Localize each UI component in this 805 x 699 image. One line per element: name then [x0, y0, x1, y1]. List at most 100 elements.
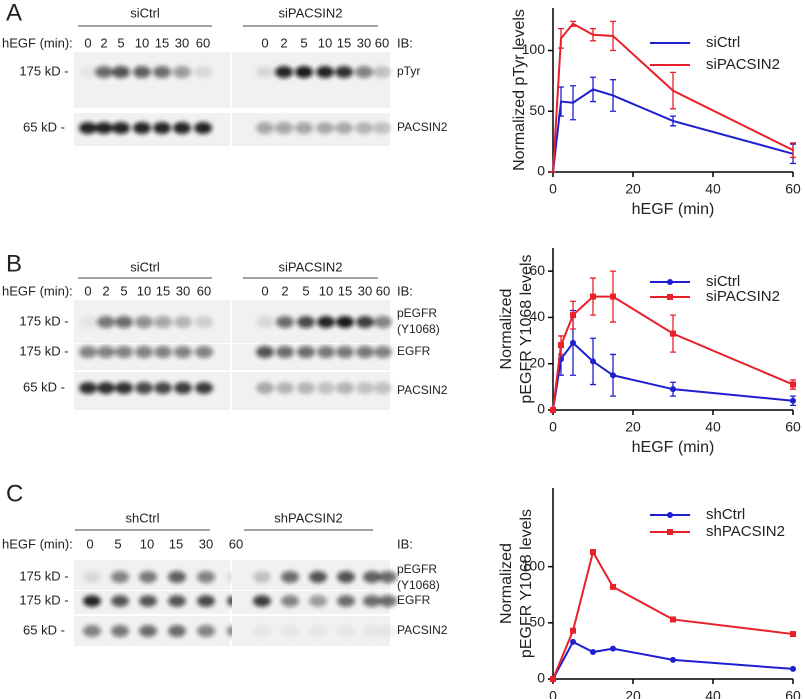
time-value: 30 [358, 283, 372, 298]
antibody-label: PACSIN2 [397, 383, 448, 397]
marker [667, 529, 673, 535]
band [139, 595, 157, 607]
time-value: 5 [120, 283, 127, 298]
y-axis-label: pEGFR Y1068 levels [518, 509, 535, 658]
time-value: 10 [319, 283, 333, 298]
time-label: hEGF (min): [2, 35, 73, 50]
panel-label: C [6, 480, 23, 507]
time-value: 2 [102, 283, 109, 298]
y-tick-label: 60 [529, 262, 545, 278]
band [195, 316, 213, 328]
band [253, 571, 271, 583]
marker [550, 407, 556, 413]
series-line [552, 549, 794, 680]
band [317, 316, 335, 328]
time-value: 60 [376, 283, 390, 298]
band [115, 382, 133, 394]
band [256, 316, 274, 328]
band [83, 571, 101, 583]
band [309, 625, 327, 637]
legend-label: siCtrl [706, 273, 740, 290]
mw-marker: 65 kD - [23, 622, 65, 637]
time-value: 5 [114, 536, 121, 551]
ib-label: IB: [397, 536, 413, 551]
error-bar [570, 85, 576, 121]
antibody-label: (Y1068) [397, 578, 440, 592]
band [317, 346, 335, 358]
band-group [79, 122, 212, 134]
band [111, 625, 129, 637]
time-value: 0 [84, 35, 91, 50]
band-group [79, 66, 212, 78]
marker [558, 342, 564, 349]
band [79, 316, 97, 328]
band-group [253, 571, 397, 583]
band [253, 595, 271, 607]
band [356, 382, 374, 394]
band [168, 625, 186, 637]
y-axis-label: Normalized [498, 543, 515, 624]
band [281, 625, 299, 637]
x-tick-label: 20 [625, 181, 641, 197]
band [256, 346, 274, 358]
time-value: 0 [261, 35, 268, 50]
y-tick-label: 0 [537, 401, 545, 417]
band [275, 122, 293, 134]
mw-marker: 65 kD - [23, 379, 65, 394]
band [336, 382, 354, 394]
y-tick-label: 100 [522, 41, 546, 57]
y-tick-label: 40 [529, 308, 545, 324]
band [83, 595, 101, 607]
band [197, 571, 215, 583]
band [297, 382, 315, 394]
band [154, 346, 172, 358]
band [316, 122, 334, 134]
antibody-label: (Y1068) [397, 322, 440, 336]
time-value: 5 [302, 283, 309, 298]
band [97, 346, 115, 358]
band [256, 382, 274, 394]
x-tick-label: 20 [625, 688, 641, 699]
x-tick-label: 0 [549, 688, 557, 699]
band [379, 571, 397, 583]
x-tick-label: 60 [785, 419, 801, 435]
group-label: siCtrl [130, 5, 160, 20]
mw-marker: 175 kD - [19, 343, 68, 358]
band [135, 346, 153, 358]
time-value: 2 [280, 35, 287, 50]
blot-strip [74, 52, 230, 108]
x-axis-label: hEGF (min) [632, 439, 715, 456]
marker [790, 631, 796, 638]
band [335, 122, 353, 134]
band [79, 122, 97, 134]
band [316, 66, 334, 78]
antibody-label: pEGFR [397, 306, 437, 320]
error-bar [610, 79, 616, 112]
y-tick-label: 0 [537, 670, 545, 686]
y-tick-label: 100 [522, 557, 546, 573]
band [197, 625, 215, 637]
marker [670, 330, 676, 337]
band [295, 122, 313, 134]
band [139, 571, 157, 583]
band [97, 316, 115, 328]
time-value: 5 [117, 35, 124, 50]
marker [570, 339, 576, 346]
group-label: shCtrl [126, 510, 160, 525]
band [374, 346, 392, 358]
band [297, 316, 315, 328]
ib-label: IB: [397, 35, 413, 50]
series-line [552, 341, 794, 411]
legend-label: shPACSIN2 [706, 523, 785, 540]
antibody-label: pEGFR [397, 562, 437, 576]
band [309, 571, 327, 583]
y-tick-label: 50 [529, 614, 545, 630]
band [112, 122, 130, 134]
marker [610, 645, 616, 652]
band [336, 346, 354, 358]
time-value: 60 [229, 536, 243, 551]
band [373, 122, 391, 134]
ib-label: IB: [397, 283, 413, 298]
marker [590, 649, 596, 656]
legend-label: siPACSIN2 [706, 56, 780, 73]
